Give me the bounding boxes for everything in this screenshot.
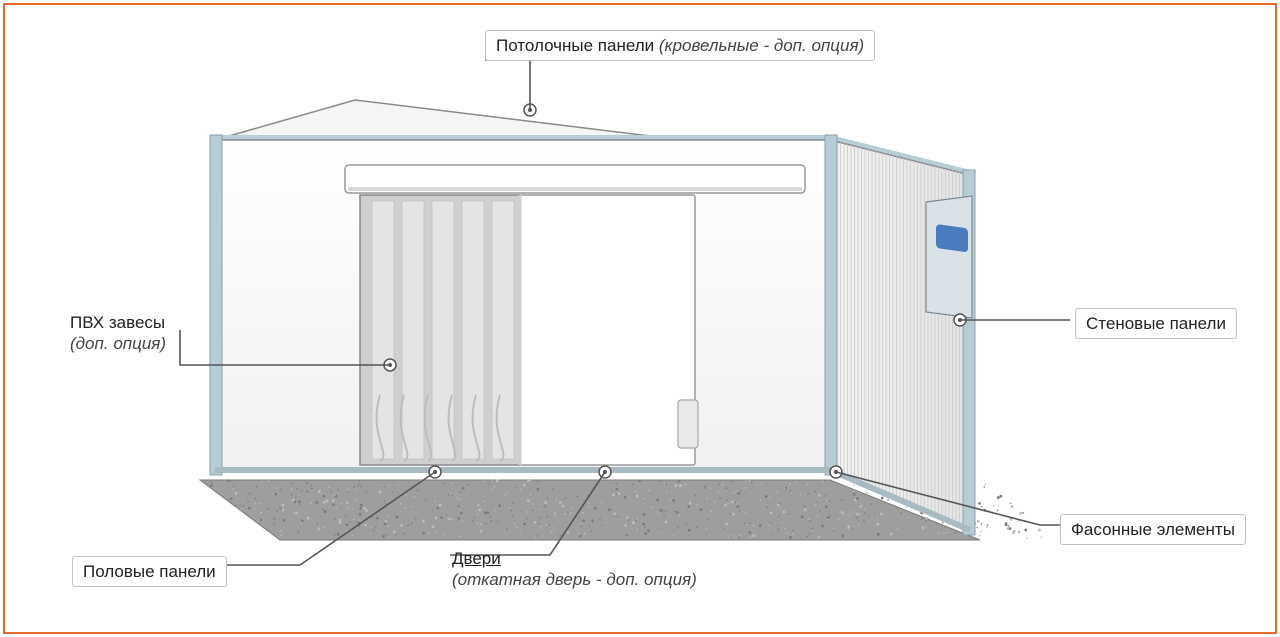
label-pvc-curtains: ПВХ завесы (доп. опция) xyxy=(70,312,166,355)
label-doors: Двери (откатная дверь - доп. опция) xyxy=(452,548,697,591)
label-ceiling-panels: Потолочные панели (кровельные - доп. опц… xyxy=(485,30,875,61)
label-floor-panels: Половые панели xyxy=(72,556,227,587)
label-wall-panels: Стеновые панели xyxy=(1075,308,1237,339)
label-fasonnye: Фасонные элементы xyxy=(1060,514,1246,545)
